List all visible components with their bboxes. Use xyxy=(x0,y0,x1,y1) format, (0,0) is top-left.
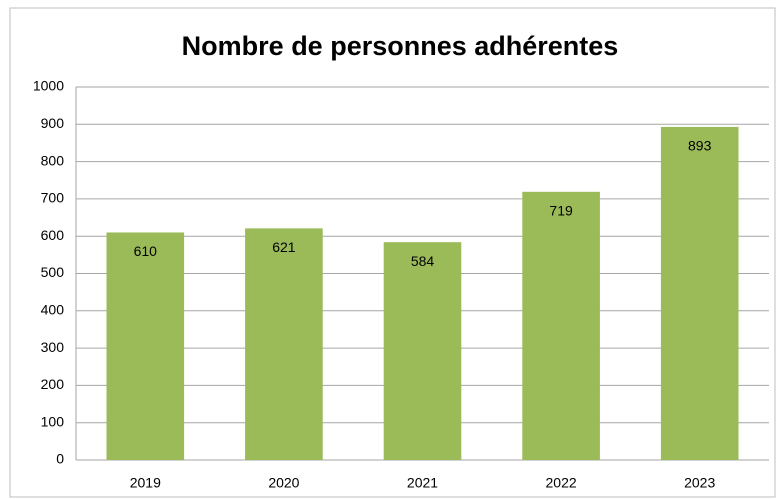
data-label: 719 xyxy=(549,203,573,219)
y-tick-label: 800 xyxy=(41,152,65,168)
y-tick-label: 200 xyxy=(41,376,65,392)
y-tick-label: 1000 xyxy=(33,78,64,94)
data-label: 610 xyxy=(134,243,158,259)
chart-title: Nombre de personnes adhérentes xyxy=(182,31,619,61)
y-tick-label: 400 xyxy=(41,302,65,318)
bar xyxy=(245,228,323,460)
x-tick-label: 2022 xyxy=(546,475,577,491)
bar xyxy=(106,232,185,460)
bar xyxy=(383,242,462,460)
x-tick-label: 2021 xyxy=(407,475,438,491)
y-tick-label: 600 xyxy=(41,227,65,243)
data-label: 621 xyxy=(272,239,296,255)
x-tick-label: 2019 xyxy=(130,475,161,491)
x-tick-label: 2020 xyxy=(268,475,299,491)
x-tick-label: 2023 xyxy=(684,475,715,491)
bar xyxy=(522,191,600,461)
data-label: 893 xyxy=(688,138,712,154)
y-tick-label: 500 xyxy=(41,264,65,280)
y-tick-label: 700 xyxy=(41,190,65,206)
y-tick-label: 0 xyxy=(56,451,64,467)
bar xyxy=(660,126,739,460)
y-tick-label: 300 xyxy=(41,339,65,355)
y-tick-label: 900 xyxy=(41,115,65,131)
data-label: 584 xyxy=(411,253,435,269)
y-tick-label: 100 xyxy=(41,413,65,429)
